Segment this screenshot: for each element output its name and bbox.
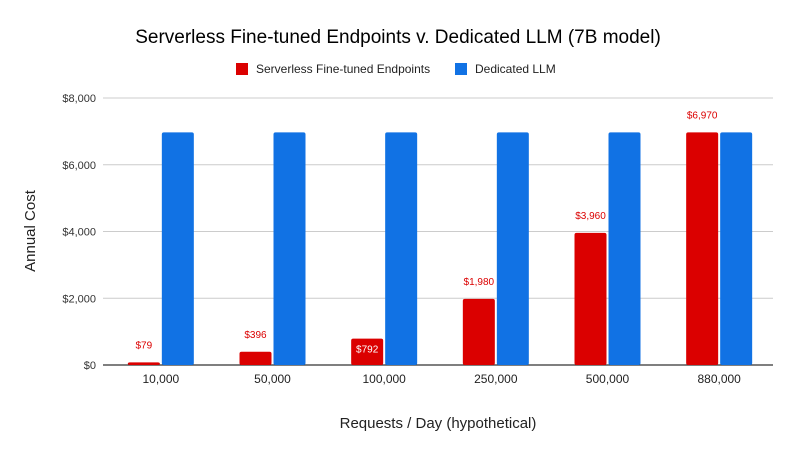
bar-dedicated [720, 132, 753, 365]
x-tick-label: 500,000 [586, 372, 630, 386]
legend-swatch [455, 63, 467, 75]
x-axis-label: Requests / Day (hypothetical) [340, 415, 537, 432]
data-label: $792 [356, 345, 379, 356]
bar-serverless [351, 338, 384, 365]
y-tick-label: $2,000 [62, 293, 96, 305]
data-label: $3,960 [575, 211, 606, 222]
y-tick-label: $6,000 [62, 160, 96, 172]
y-tick-label: $4,000 [62, 227, 96, 239]
bar-dedicated [385, 132, 418, 365]
data-label: $396 [244, 330, 267, 341]
bar-serverless [574, 232, 607, 365]
bar-serverless [462, 298, 495, 365]
gridlines [103, 97, 773, 366]
data-label: $1,980 [464, 277, 495, 288]
chart-title: Serverless Fine-tuned Endpoints v. Dedic… [135, 27, 661, 48]
bar-dedicated [161, 132, 194, 365]
x-tick-label: 880,000 [697, 372, 741, 386]
x-tick-label: 100,000 [362, 372, 406, 386]
y-axis-label: Annual Cost [22, 189, 39, 272]
bars [127, 132, 753, 365]
y-tick-label: $8,000 [62, 93, 96, 105]
data-labels: $79 $396 $792 $1,980 $3,960 $6,970 [135, 110, 717, 355]
legend-label: Dedicated LLM [475, 62, 556, 76]
x-tick-label: 10,000 [142, 372, 179, 386]
legend-label: Serverless Fine-tuned Endpoints [256, 62, 430, 76]
bar-dedicated [273, 132, 306, 365]
bar-serverless [239, 351, 272, 365]
bar-dedicated [608, 132, 641, 365]
x-axis-ticks: 10,000 50,000 100,000 250,000 500,000 880,000 [142, 372, 741, 386]
x-tick-label: 250,000 [474, 372, 518, 386]
legend: Serverless Fine-tuned Endpoints Dedicated… [236, 62, 556, 76]
bar-serverless [686, 132, 719, 365]
bar-dedicated [496, 132, 529, 365]
data-label: $79 [135, 340, 152, 351]
bar-serverless [127, 362, 160, 365]
data-label: $6,970 [687, 110, 718, 121]
x-tick-label: 50,000 [254, 372, 291, 386]
y-tick-label: $0 [84, 360, 96, 372]
y-axis-ticks: $0 $2,000 $4,000 $6,000 $8,000 [62, 93, 96, 372]
legend-swatch [236, 63, 248, 75]
